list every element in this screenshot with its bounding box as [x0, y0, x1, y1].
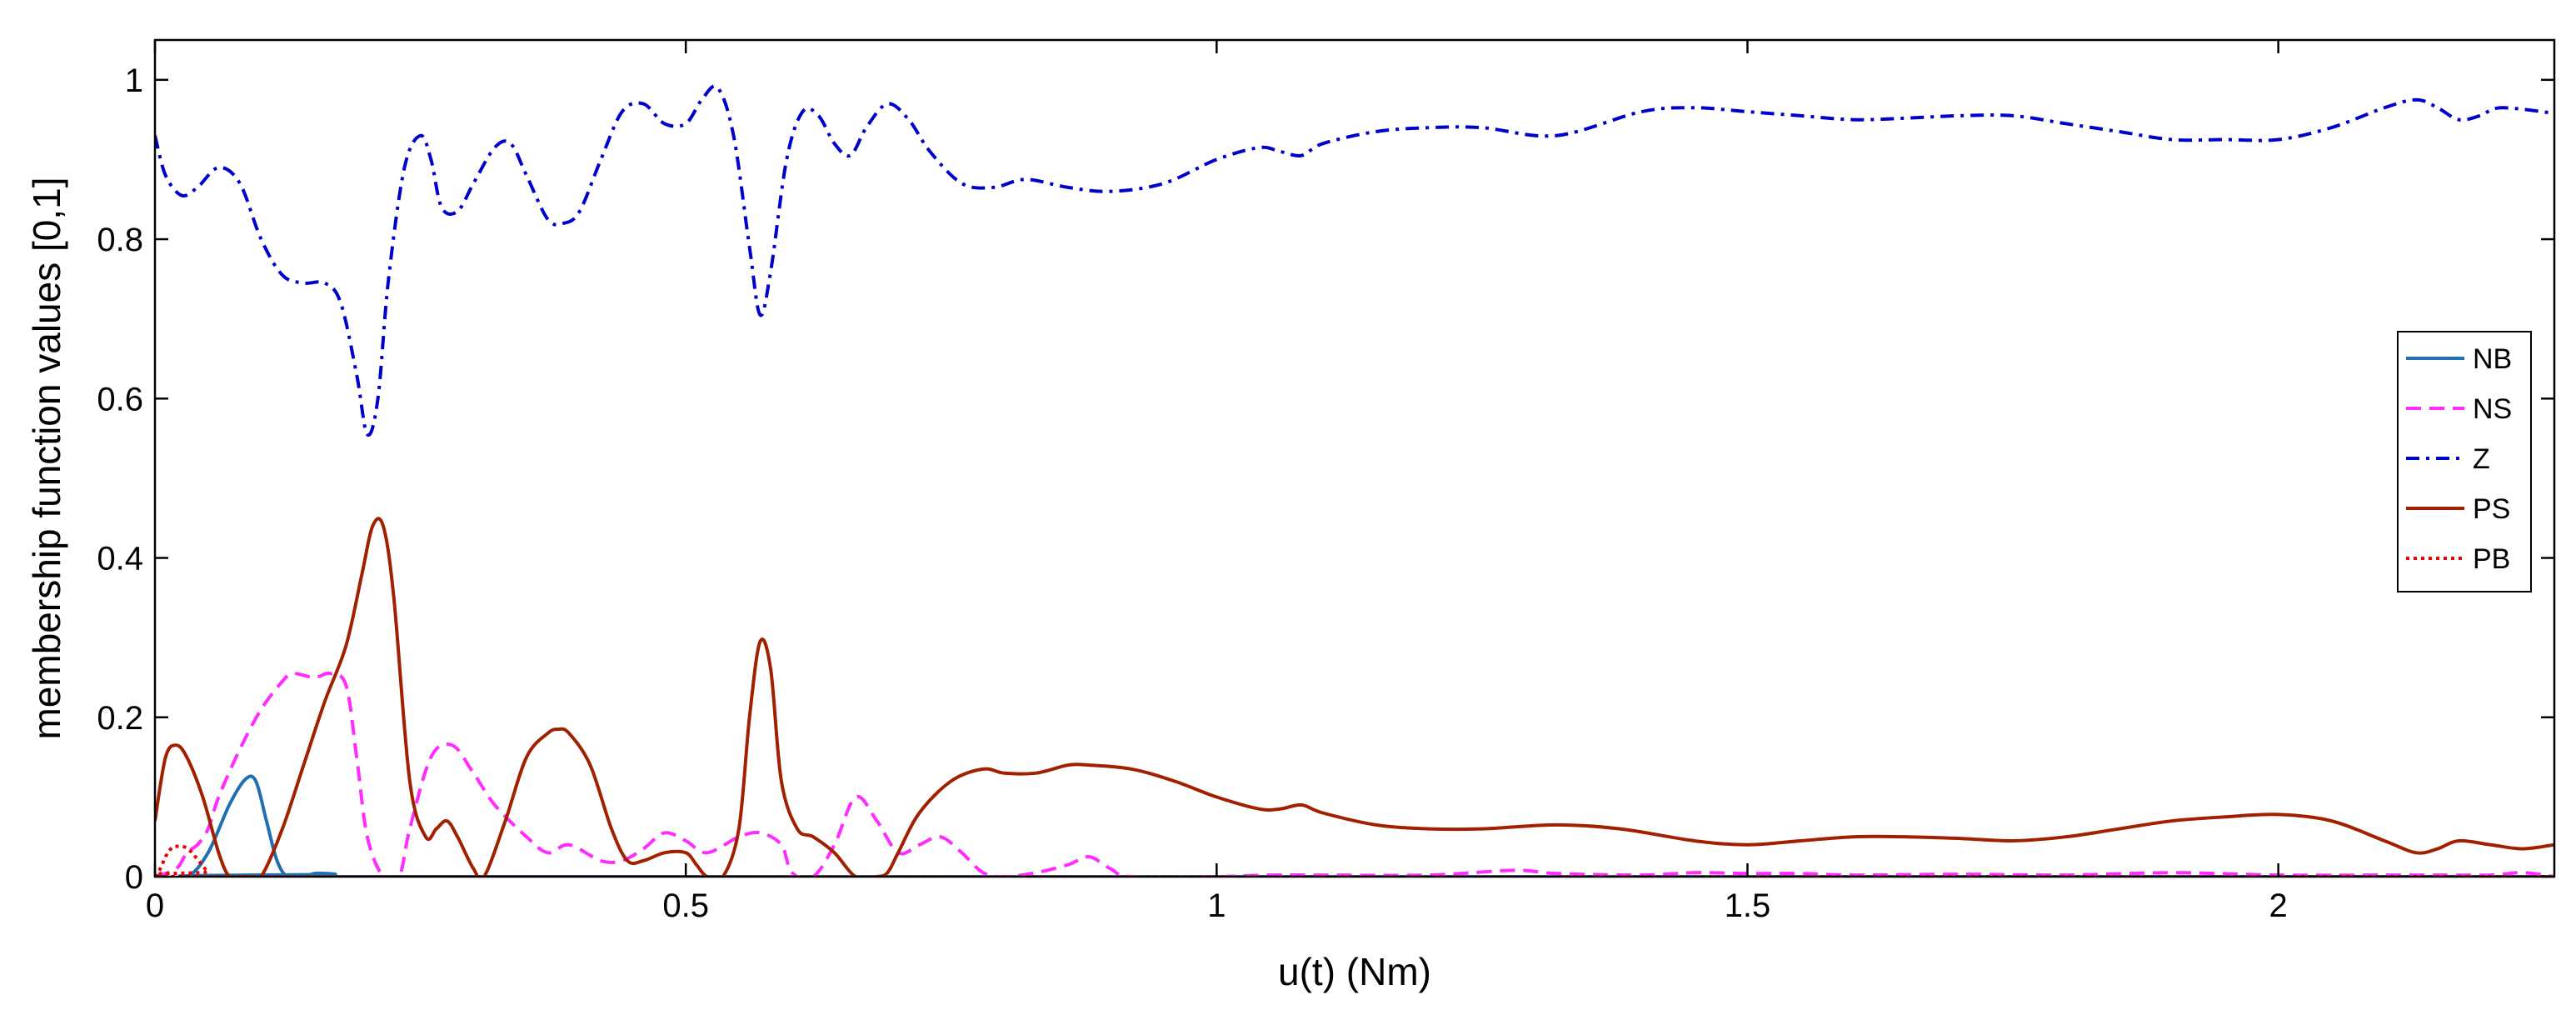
y-axis-title: membership function values [0,1] — [25, 177, 68, 739]
x-tick-label: 0.5 — [662, 888, 709, 924]
legend-label-ns: NS — [2473, 393, 2512, 425]
y-tick-label: 0.2 — [97, 700, 143, 737]
x-tick-label: 2 — [2269, 888, 2288, 924]
x-tick-label: 1 — [1207, 888, 1226, 924]
legend-label-z: Z — [2473, 443, 2490, 475]
y-tick-label: 0.8 — [97, 222, 143, 258]
x-tick-label: 1.5 — [1725, 888, 1771, 924]
series-line-nb — [155, 774, 2554, 877]
y-tick-label: 0 — [125, 859, 143, 896]
plot-frame — [153, 38, 2556, 878]
x-axis-title: u(t) (Nm) — [1278, 950, 1431, 993]
y-tick-label: 0.4 — [97, 541, 143, 578]
ticks-layer: 0 0.5 1 1.5 2 0 0.2 0.4 0.6 0.8 1 — [97, 40, 2554, 924]
legend-label-ps: PS — [2473, 493, 2510, 525]
plot-background — [155, 40, 2554, 877]
legend-label-nb: NB — [2473, 343, 2512, 375]
series-line-ns — [155, 671, 2554, 877]
x-tick-label: 0 — [146, 888, 164, 924]
legend: NB NS Z PS PB — [2397, 331, 2532, 592]
series-line-ps — [155, 517, 2554, 877]
y-tick-label: 0.6 — [97, 381, 143, 418]
series-layer — [155, 84, 2554, 877]
legend-items: NB NS Z PS PB — [2406, 343, 2512, 575]
legend-label-pb: PB — [2473, 543, 2510, 575]
legend-box — [2397, 331, 2532, 592]
y-tick-label: 1 — [125, 62, 143, 99]
